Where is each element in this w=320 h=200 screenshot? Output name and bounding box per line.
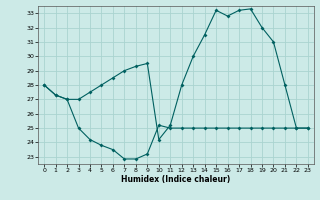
X-axis label: Humidex (Indice chaleur): Humidex (Indice chaleur)	[121, 175, 231, 184]
